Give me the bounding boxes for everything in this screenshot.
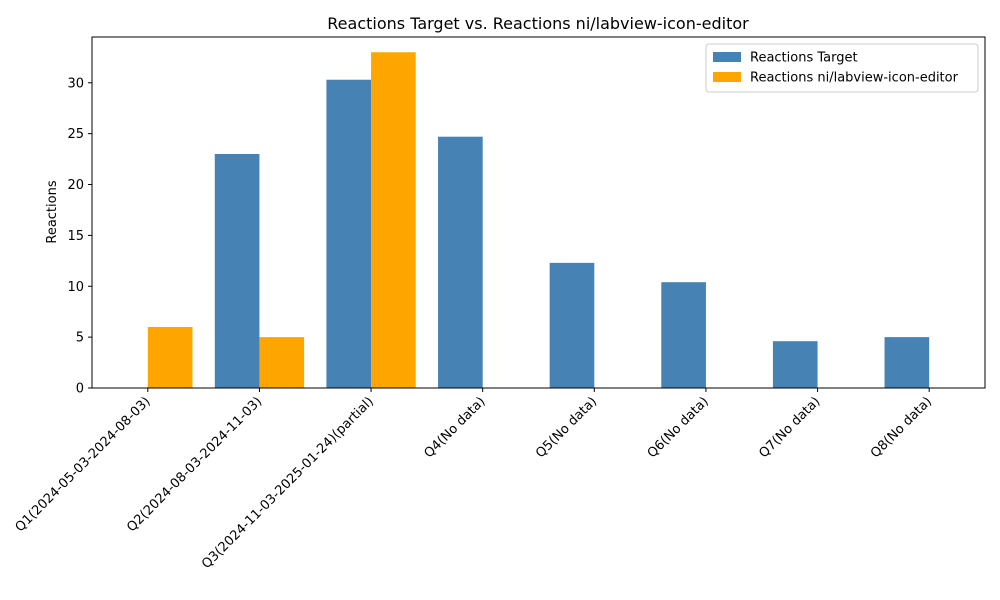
x-tick-label: Q7(No data) bbox=[756, 394, 823, 461]
y-tick-label: 10 bbox=[67, 280, 84, 295]
bars-layer bbox=[147, 52, 930, 389]
y-axis: 0 5 10 15 20 25 30 bbox=[67, 76, 92, 397]
bar-series2-3 bbox=[371, 52, 416, 389]
bar-series2-2 bbox=[259, 337, 305, 388]
bar-series1-7 bbox=[772, 341, 818, 388]
x-tick-label: Q4(No data) bbox=[422, 394, 489, 461]
bar-series1-5 bbox=[549, 262, 595, 388]
bar-series1-2 bbox=[214, 154, 260, 388]
y-tick-label: 0 bbox=[76, 382, 84, 397]
x-axis: Q1(2024-05-03-2024-08-03)Q2(2024-08-03-2… bbox=[13, 388, 935, 572]
legend-swatch bbox=[713, 52, 741, 62]
legend-label: Reactions Target bbox=[750, 51, 858, 66]
x-tick-label: Q5(No data) bbox=[533, 394, 600, 461]
bar-series1-3 bbox=[326, 79, 372, 388]
bar-series1-8 bbox=[884, 337, 930, 388]
y-axis-label: Reactions bbox=[45, 180, 60, 243]
legend-label: Reactions ni/labview-icon-editor bbox=[750, 71, 959, 86]
y-tick-label: 20 bbox=[67, 178, 84, 193]
bar-series2-1 bbox=[147, 326, 193, 388]
bar-series1-6 bbox=[661, 282, 706, 388]
y-tick-label: 5 bbox=[76, 331, 84, 346]
axes-frame bbox=[91, 36, 986, 389]
legend: Reactions Target Reactions ni/labview-ico… bbox=[705, 43, 979, 93]
x-tick-label: Q1(2024-05-03-2024-08-03) bbox=[13, 394, 154, 535]
legend-swatch bbox=[713, 72, 741, 82]
y-tick-label: 15 bbox=[67, 229, 84, 244]
x-tick-label: Q6(No data) bbox=[645, 394, 712, 461]
x-tick-label: Q3(2024-11-03-2025-01-24)(partial) bbox=[199, 394, 377, 572]
y-tick-label: 25 bbox=[67, 127, 84, 142]
y-tick-label: 30 bbox=[67, 76, 84, 91]
x-tick-label: Q8(No data) bbox=[868, 394, 935, 461]
x-tick-label: Q2(2024-08-03-2024-11-03) bbox=[124, 394, 265, 535]
chart-title: Reactions Target vs. Reactions ni/labvie… bbox=[327, 14, 749, 33]
legend-box bbox=[705, 43, 979, 93]
bar-series1-4 bbox=[438, 136, 483, 388]
